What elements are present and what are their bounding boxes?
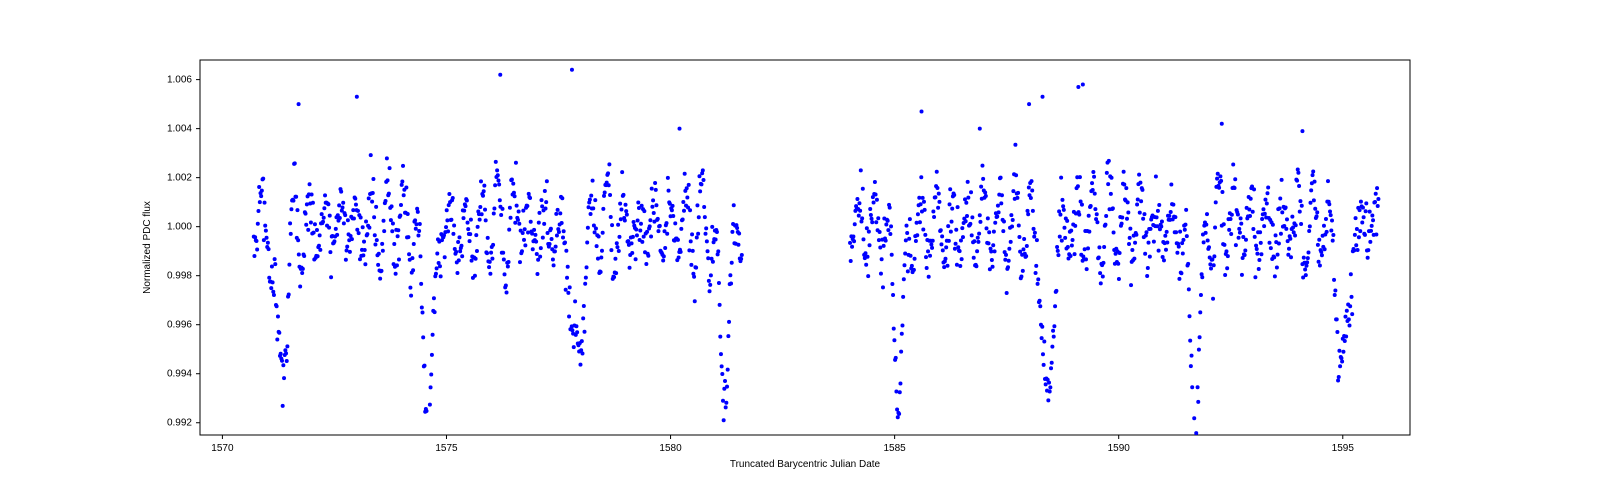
x-tick-label: 1580 [659,443,682,454]
y-tick-label: 0.998 [167,271,192,282]
x-axis-label: Truncated Barycentric Julian Date [730,459,881,470]
x-tick-label: 1595 [1332,443,1355,454]
y-tick-label: 0.996 [167,320,192,331]
x-tick-label: 1575 [435,443,458,454]
lightcurve-scatter-chart: 1570 1575 1580 1585 1590 1595 0.992 0.994 0.996 0… [0,0,1600,500]
y-tick-label: 1.006 [167,75,192,86]
y-axis-label: Normalized PDC flux [142,201,153,294]
y-tick-label: 0.992 [167,418,192,429]
x-tick-label: 1585 [884,443,907,454]
x-tick-label: 1570 [211,443,234,454]
y-tick-label: 1.000 [167,222,192,233]
chart-canvas: 1570 1575 1580 1585 1590 1595 0.992 0.994 0.996 0… [0,0,1600,500]
plot-frame [200,60,1410,435]
y-tick-label: 1.002 [167,173,192,184]
x-tick-label: 1590 [1108,443,1131,454]
y-tick-label: 1.004 [167,124,192,135]
y-tick-label: 0.994 [167,369,192,380]
